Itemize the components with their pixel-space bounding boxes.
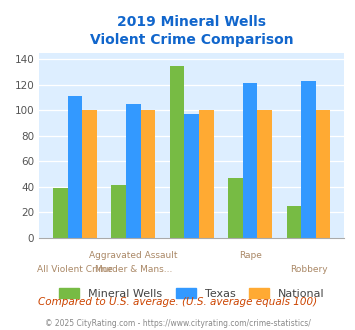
Bar: [301, 81, 316, 238]
Bar: [257, 110, 272, 238]
Bar: [67, 96, 82, 238]
Title: 2019 Mineral Wells
Violent Crime Comparison: 2019 Mineral Wells Violent Crime Compari…: [90, 15, 294, 48]
Legend: Mineral Wells, Texas, National: Mineral Wells, Texas, National: [55, 284, 329, 304]
Text: All Violent Crime: All Violent Crime: [37, 265, 113, 274]
Text: Aggravated Assault: Aggravated Assault: [89, 251, 178, 260]
Text: Robbery: Robbery: [290, 265, 327, 274]
Bar: [141, 110, 155, 238]
Bar: [126, 104, 141, 238]
Text: © 2025 CityRating.com - https://www.cityrating.com/crime-statistics/: © 2025 CityRating.com - https://www.city…: [45, 319, 310, 328]
Bar: [184, 114, 199, 238]
Bar: [286, 206, 301, 238]
Bar: [170, 66, 184, 238]
Bar: [111, 185, 126, 238]
Bar: [228, 178, 243, 238]
Text: Rape: Rape: [239, 251, 262, 260]
Bar: [82, 110, 97, 238]
Text: Murder & Mans...: Murder & Mans...: [94, 265, 172, 274]
Bar: [243, 83, 257, 238]
Bar: [316, 110, 331, 238]
Bar: [53, 188, 67, 238]
Bar: [199, 110, 214, 238]
Text: Compared to U.S. average. (U.S. average equals 100): Compared to U.S. average. (U.S. average …: [38, 297, 317, 307]
